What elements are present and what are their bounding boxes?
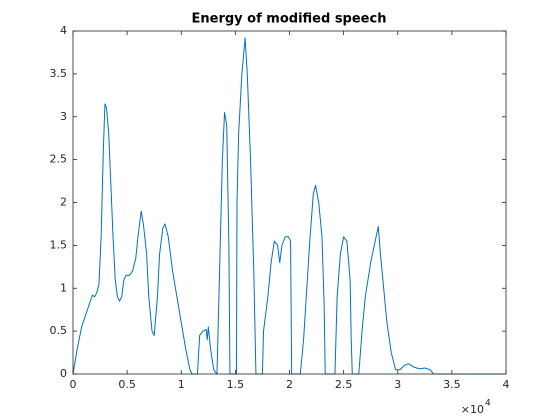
y-tick-label: 0.5 — [50, 324, 68, 337]
y-tick-label: 2 — [60, 196, 67, 209]
x-tick-label: 1.5 — [227, 378, 245, 391]
x-tick-label: 3 — [394, 378, 401, 391]
ticks: 0 0.5 1 1.5 2 2.5 3 3.5 4 0 0.5 1 1.5 2 2.5 3 3.5 4 — [50, 24, 510, 391]
x-multiplier: ×10 — [461, 403, 484, 416]
y-tick-label: 1.5 — [50, 238, 68, 251]
x-tick-label: 4 — [503, 378, 510, 391]
y-tick-label: 4 — [60, 24, 67, 37]
x-tick-label: 2.5 — [335, 378, 353, 391]
x-tick-label: 2 — [286, 378, 293, 391]
x-tick-label: 0.5 — [118, 378, 136, 391]
y-tick-label: 2.5 — [50, 153, 68, 166]
y-tick-label: 1 — [60, 281, 67, 294]
y-tick-label: 3 — [60, 110, 67, 123]
chart-title: Energy of modified speech — [192, 12, 387, 27]
axes-box — [72, 30, 507, 375]
x-multiplier-exponent: 4 — [485, 399, 491, 409]
x-tick-label: 1 — [178, 378, 185, 391]
x-tick-label: 0 — [70, 378, 77, 391]
x-tick-label: 3.5 — [443, 378, 461, 391]
y-tick-label: 3.5 — [50, 67, 68, 80]
y-tick-label: 0 — [60, 367, 67, 380]
